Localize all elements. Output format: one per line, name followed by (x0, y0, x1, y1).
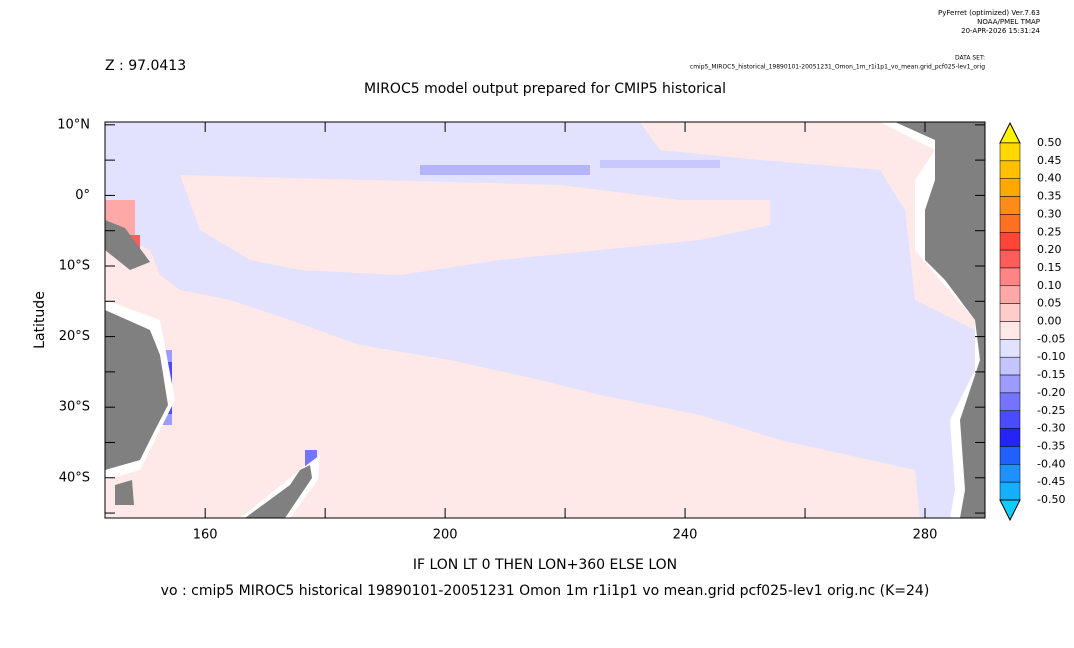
colorbar-label: -0.30 (1037, 422, 1065, 435)
colorbar-label: 0.50 (1037, 136, 1062, 149)
land (105, 310, 168, 470)
y-tick-label: 20°S (59, 329, 90, 344)
colorbar-label: -0.40 (1037, 457, 1065, 470)
x-tick-label: 160 (193, 528, 218, 543)
colorbar-box (999, 321, 1021, 340)
ocean-positive (200, 380, 320, 470)
map-field (105, 122, 985, 518)
x-tick-label: 200 (433, 528, 458, 543)
ocean-negative (420, 165, 590, 175)
colorbar-under (999, 499, 1021, 522)
colorbar-box (999, 196, 1021, 215)
colorbar-box (999, 178, 1021, 197)
colorbar-box (999, 428, 1021, 447)
colorbar-label: -0.35 (1037, 439, 1065, 452)
y-tick-label: 40°S (59, 470, 90, 485)
x-axis-label: IF LON LT 0 THEN LON+360 ELSE LON (413, 557, 677, 573)
header-line: 20-APR-2026 15:31:24 (961, 27, 1040, 35)
colorbar-over (999, 121, 1021, 144)
ocean-negative (600, 160, 720, 168)
dataset-name: cmip5_MIROC5_historical_19890101-2005123… (690, 64, 985, 71)
colorbar-label: -0.25 (1037, 404, 1065, 417)
colorbar-label: -0.20 (1037, 386, 1065, 399)
colorbar-box (999, 142, 1021, 162)
colorbar-label: -0.50 (1037, 493, 1065, 506)
colorbar-box (999, 356, 1021, 376)
y-tick-label: 10°S (59, 259, 90, 274)
ocean-positive (420, 400, 700, 470)
colorbar-box (999, 410, 1021, 429)
land (115, 480, 134, 505)
colorbar-label: 0.25 (1037, 225, 1062, 238)
colorbar-box (999, 232, 1021, 251)
plot-frame (104, 121, 986, 519)
colorbar-label: 0.10 (1037, 279, 1062, 292)
colorbar-label: 0.20 (1037, 243, 1062, 256)
y-tick-label: 30°S (59, 400, 90, 415)
y-axis-label: Latitude (32, 291, 48, 349)
colorbar-box (999, 392, 1021, 411)
land (105, 220, 150, 270)
colorbar-label: -0.45 (1037, 475, 1065, 488)
colorbar-box (999, 339, 1021, 358)
colorbar-label: 0.00 (1037, 315, 1062, 328)
colorbar-box (999, 374, 1021, 394)
colorbar-box (999, 249, 1021, 269)
header-line: PyFerret (optimized) Ver.7.63 (938, 9, 1040, 17)
colorbar-box (999, 285, 1021, 304)
dataset-label: DATA SET: (955, 55, 985, 62)
footer: vo : cmip5 MIROC5 historical 19890101-20… (161, 583, 930, 599)
x-tick-label: 240 (673, 528, 698, 543)
land (245, 465, 312, 518)
colorbar-label: 0.40 (1037, 172, 1062, 185)
land (895, 122, 985, 518)
colorbar-box (999, 446, 1021, 465)
ocean-positive (180, 175, 770, 275)
colorbar-label: 0.15 (1037, 261, 1062, 274)
y-tick-label: 0° (75, 188, 90, 203)
x-tick-label: 280 (913, 528, 938, 543)
z-label: Z : 97.0413 (105, 58, 186, 74)
colorbar-box (999, 214, 1021, 233)
colorbar-box (999, 303, 1021, 322)
colorbar-box (999, 267, 1021, 287)
colorbar-box (999, 481, 1021, 501)
header-line: NOAA/PMEL TMAP (977, 18, 1040, 26)
colorbar-label: -0.10 (1037, 350, 1065, 363)
colorbar-label: 0.05 (1037, 297, 1062, 310)
chart-title: MIROC5 model output prepared for CMIP5 h… (364, 81, 726, 97)
colorbar-label: 0.35 (1037, 190, 1062, 203)
colorbar-label: -0.05 (1037, 332, 1065, 345)
colorbar-label: -0.15 (1037, 368, 1065, 381)
colorbar-label: 0.45 (1037, 154, 1062, 167)
colorbar-box (999, 464, 1021, 483)
colorbar-label: 0.30 (1037, 207, 1062, 220)
colorbar-box (999, 160, 1021, 179)
y-tick-label: 10°N (57, 117, 90, 132)
